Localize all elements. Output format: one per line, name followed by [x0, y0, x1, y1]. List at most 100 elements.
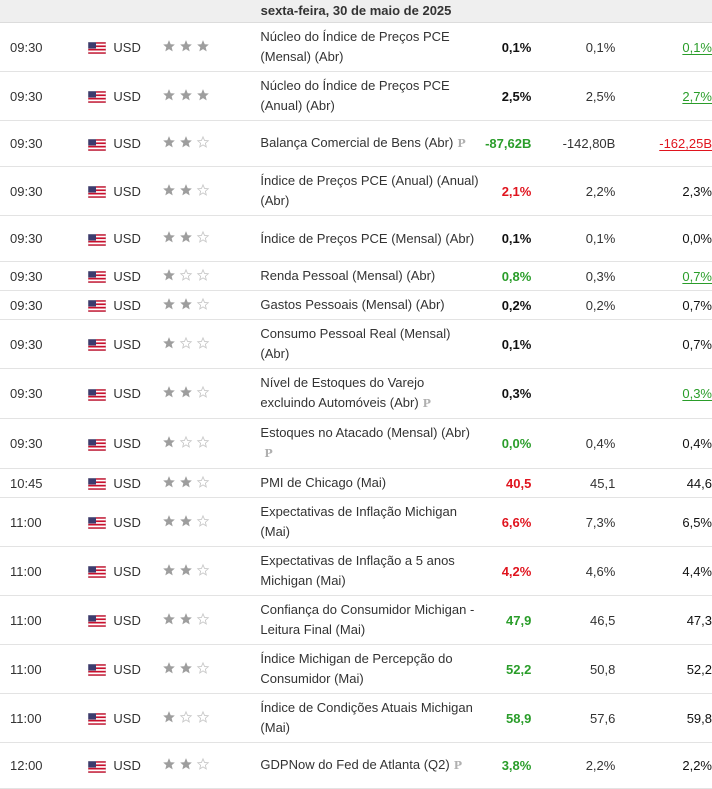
star-filled-icon	[179, 385, 193, 399]
event-row[interactable]: 09:30 USD Gastos Pessoais (Mensal) (Abr) 0,…	[0, 290, 712, 320]
us-flag-icon	[87, 663, 107, 677]
event-name-link[interactable]: Nível de Estoques do Varejo excluindo Au…	[260, 375, 425, 410]
event-name-link[interactable]: Expectativas de Inflação Michigan (Mai)	[260, 504, 457, 539]
event-forecast: -142,80B	[531, 120, 616, 167]
event-row[interactable]: 09:30 USD Índice de Preços PCE (Mensal) (A…	[0, 215, 712, 262]
event-currency: USD	[113, 319, 162, 369]
us-flag-icon	[87, 41, 107, 55]
event-row[interactable]: 11:00 USD Expectativas de Inflação a 5 ano…	[0, 546, 712, 596]
event-previous: 0,7%	[682, 297, 712, 313]
event-previous: 0,7%	[682, 336, 712, 352]
star-filled-icon	[162, 435, 176, 449]
event-name-link[interactable]: Gastos Pessoais (Mensal) (Abr)	[260, 297, 445, 312]
importance-rating	[161, 215, 261, 262]
star-empty-icon	[196, 612, 210, 626]
event-previous: 0,3%	[682, 386, 712, 401]
event-previous: 2,3%	[682, 183, 712, 199]
event-name-link[interactable]: Estoques no Atacado (Mensal) (Abr)	[260, 425, 470, 440]
event-name-link[interactable]: Expectativas de Inflação a 5 anos Michig…	[260, 553, 455, 588]
star-empty-icon	[196, 297, 210, 311]
star-filled-icon	[179, 757, 193, 771]
importance-rating	[161, 693, 261, 743]
importance-rating	[161, 261, 261, 291]
star-filled-icon	[162, 475, 176, 489]
event-row[interactable]: 09:30 USD Núcleo do Índice de Preços PCE (…	[0, 23, 712, 72]
us-flag-icon	[87, 388, 107, 401]
event-actual: 4,2%	[480, 546, 532, 596]
event-previous: 47,3	[686, 612, 712, 628]
event-forecast	[531, 319, 616, 369]
event-name-link[interactable]: Consumo Pessoal Real (Mensal) (Abr)	[260, 326, 451, 361]
star-filled-icon	[162, 268, 176, 282]
event-time: 10:45	[0, 468, 89, 498]
importance-rating	[161, 644, 261, 694]
event-time: 11:00	[0, 595, 89, 645]
event-name-link[interactable]: PMI de Chicago (Mai)	[260, 475, 387, 490]
star-filled-icon	[162, 563, 176, 577]
event-currency: USD	[113, 166, 162, 216]
event-forecast: 46,5	[531, 595, 616, 645]
event-name-link[interactable]: Núcleo do Índice de Preços PCE (Anual) (…	[260, 78, 450, 113]
event-row[interactable]: 09:30 USD Consumo Pessoal Real (Mensal) (A…	[0, 319, 712, 369]
event-name-link[interactable]: Confiança do Consumidor Michigan - Leitu…	[260, 602, 475, 637]
star-filled-icon	[162, 710, 176, 724]
event-row[interactable]: 09:30 USD Estoques no Atacado (Mensal) (Ab…	[0, 418, 712, 469]
event-forecast: 0,2%	[531, 290, 616, 320]
event-row[interactable]: 10:45 USD PMI de Chicago (Mai) 40,5 45,1 44,6	[0, 468, 712, 498]
event-currency: USD	[113, 644, 162, 694]
event-actual: 0,3%	[480, 368, 532, 419]
event-row[interactable]: 09:30 USD Nível de Estoques do Varejo excl…	[0, 368, 712, 419]
event-forecast: 0,1%	[531, 23, 616, 72]
event-row[interactable]: 09:30 USD Balança Comercial de Bens (Abr) P…	[0, 120, 712, 167]
event-previous: 6,5%	[682, 514, 712, 530]
event-previous: 0,0%	[682, 231, 712, 246]
star-filled-icon	[162, 39, 176, 53]
star-filled-icon	[162, 612, 176, 626]
event-time: 09:30	[0, 368, 89, 419]
event-name-link[interactable]: Índice Michigan de Percepção do Consumid…	[260, 651, 453, 686]
event-row[interactable]: 09:30 USD Renda Pessoal (Mensal) (Abr) 0,8%…	[0, 261, 712, 291]
event-name-link[interactable]: Índice de Preços PCE (Mensal) (Abr)	[260, 230, 475, 246]
event-forecast: 0,4%	[531, 418, 616, 469]
event-actual: 2,5%	[480, 71, 532, 121]
star-empty-icon	[196, 385, 210, 399]
event-name-link[interactable]: Balança Comercial de Bens (Abr)	[260, 135, 454, 150]
event-row[interactable]: 11:00 USD Confiança do Consumidor Michigan…	[0, 595, 712, 645]
star-empty-icon	[179, 336, 193, 350]
event-name-link[interactable]: Índice de Preços PCE (Anual) (Anual) (Ab…	[260, 173, 479, 208]
star-empty-icon	[196, 435, 210, 449]
event-row[interactable]: 11:00 USD Expectativas de Inflação Michiga…	[0, 497, 712, 547]
event-forecast: 2,5%	[531, 71, 616, 121]
economic-calendar-table: 09:30 USD Núcleo do Índice de Preços PCE (…	[0, 23, 712, 789]
star-filled-icon	[162, 230, 176, 244]
event-name-link[interactable]: GDPNow do Fed de Atlanta (Q2)	[260, 757, 450, 772]
star-empty-icon	[196, 514, 210, 528]
event-forecast: 0,1%	[531, 215, 616, 262]
event-actual: 0,1%	[480, 23, 532, 72]
event-row[interactable]: 09:30 USD Índice de Preços PCE (Anual) (An…	[0, 166, 712, 216]
event-name-link[interactable]: Núcleo do Índice de Preços PCE (Mensal) …	[260, 29, 450, 64]
event-row[interactable]: 11:00 USD Índice Michigan de Percepção do …	[0, 644, 712, 694]
star-filled-icon	[179, 230, 193, 244]
event-name-link[interactable]: Índice de Condições Atuais Michigan (Mai…	[260, 700, 473, 735]
event-time: 09:30	[0, 261, 89, 291]
us-flag-icon	[87, 712, 107, 726]
preliminary-icon: P	[264, 447, 273, 460]
event-actual: 47,9	[480, 595, 532, 645]
event-currency: USD	[113, 418, 162, 469]
us-flag-icon	[87, 614, 107, 628]
event-previous: 52,2	[686, 661, 712, 677]
event-forecast	[531, 368, 616, 419]
star-filled-icon	[179, 563, 193, 577]
event-row[interactable]: 11:00 USD Índice de Condições Atuais Michi…	[0, 693, 712, 743]
event-actual: 0,2%	[480, 290, 532, 320]
event-name-link[interactable]: Renda Pessoal (Mensal) (Abr)	[260, 268, 436, 283]
star-filled-icon	[162, 297, 176, 311]
event-time: 11:00	[0, 644, 89, 694]
event-row[interactable]: 09:30 USD Núcleo do Índice de Preços PCE (…	[0, 71, 712, 121]
event-previous: 59,8	[686, 710, 712, 726]
star-empty-icon	[196, 230, 210, 244]
importance-rating	[161, 166, 261, 216]
event-actual: 0,1%	[480, 319, 532, 369]
event-actual: 0,8%	[480, 261, 532, 291]
